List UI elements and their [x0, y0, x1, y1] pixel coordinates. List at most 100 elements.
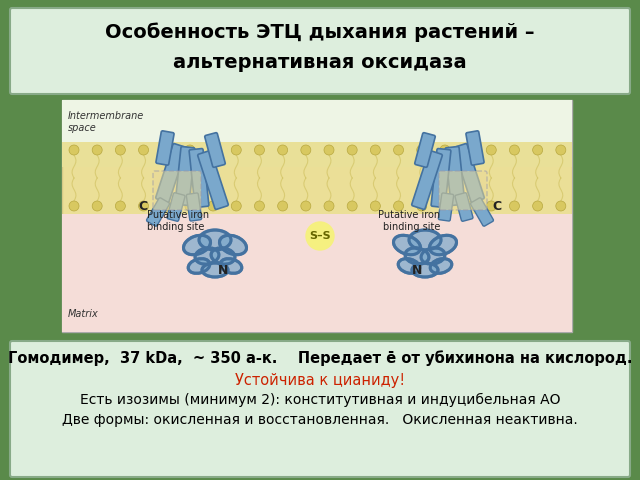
Ellipse shape	[220, 259, 242, 273]
Circle shape	[509, 201, 520, 211]
Text: C: C	[492, 200, 502, 213]
Circle shape	[463, 201, 473, 211]
Circle shape	[509, 145, 520, 155]
FancyBboxPatch shape	[412, 151, 442, 209]
Circle shape	[278, 145, 287, 155]
Text: Особенность ЭТЦ дыхания растений –: Особенность ЭТЦ дыхания растений –	[105, 22, 535, 42]
Ellipse shape	[202, 263, 228, 277]
Ellipse shape	[195, 248, 219, 264]
FancyBboxPatch shape	[438, 193, 454, 221]
FancyBboxPatch shape	[445, 146, 465, 205]
Ellipse shape	[398, 259, 420, 273]
Circle shape	[115, 201, 125, 211]
Circle shape	[301, 145, 311, 155]
Circle shape	[440, 145, 450, 155]
Circle shape	[532, 145, 543, 155]
FancyBboxPatch shape	[189, 149, 209, 207]
FancyBboxPatch shape	[147, 198, 170, 226]
Ellipse shape	[412, 263, 438, 277]
FancyBboxPatch shape	[156, 144, 186, 203]
Circle shape	[92, 201, 102, 211]
FancyBboxPatch shape	[205, 132, 225, 168]
Circle shape	[138, 201, 148, 211]
FancyBboxPatch shape	[415, 132, 435, 168]
Circle shape	[556, 145, 566, 155]
Circle shape	[185, 145, 195, 155]
Text: Есть изозимы (минимум 2): конститутивная и индуцибельная АО: Есть изозимы (минимум 2): конститутивная…	[80, 393, 560, 407]
Circle shape	[486, 201, 496, 211]
Text: Intermembrane
space: Intermembrane space	[68, 111, 144, 133]
Circle shape	[185, 201, 195, 211]
Ellipse shape	[430, 259, 452, 273]
Bar	[62, 214, 572, 332]
Bar	[62, 142, 572, 214]
Circle shape	[324, 201, 334, 211]
FancyBboxPatch shape	[466, 131, 484, 165]
Ellipse shape	[405, 248, 429, 264]
Text: Putative iron
binding site: Putative iron binding site	[378, 210, 440, 232]
Circle shape	[255, 201, 264, 211]
FancyBboxPatch shape	[198, 151, 228, 209]
FancyBboxPatch shape	[10, 8, 630, 94]
Circle shape	[69, 201, 79, 211]
Circle shape	[556, 201, 566, 211]
Text: Гомодимер,  37 kDa,  ~ 350 а-к.    Передает ē от убихинона на кислород.: Гомодимер, 37 kDa, ~ 350 а-к. Передает ē…	[8, 350, 632, 366]
Circle shape	[394, 145, 404, 155]
Bar	[62, 100, 572, 167]
Circle shape	[231, 201, 241, 211]
FancyBboxPatch shape	[153, 171, 201, 210]
Circle shape	[255, 145, 264, 155]
Circle shape	[301, 201, 311, 211]
Circle shape	[138, 145, 148, 155]
Ellipse shape	[409, 230, 441, 250]
Circle shape	[417, 201, 427, 211]
Ellipse shape	[199, 230, 231, 250]
Circle shape	[347, 201, 357, 211]
FancyBboxPatch shape	[175, 146, 195, 205]
Ellipse shape	[220, 235, 246, 255]
Circle shape	[417, 145, 427, 155]
FancyBboxPatch shape	[156, 131, 174, 165]
Text: N: N	[218, 264, 228, 276]
Text: N: N	[412, 264, 422, 276]
FancyBboxPatch shape	[186, 193, 202, 221]
Circle shape	[278, 201, 287, 211]
Circle shape	[306, 222, 334, 250]
Circle shape	[394, 201, 404, 211]
Circle shape	[371, 201, 380, 211]
Text: альтернативная оксидаза: альтернативная оксидаза	[173, 52, 467, 72]
Text: S–S: S–S	[309, 231, 331, 241]
Text: Две формы: окисленная и восстановленная.   Окисленная неактивна.: Две формы: окисленная и восстановленная.…	[62, 413, 578, 427]
Circle shape	[532, 201, 543, 211]
Ellipse shape	[188, 259, 210, 273]
Circle shape	[115, 145, 125, 155]
Text: Устойчива к цианиду!: Устойчива к цианиду!	[235, 372, 405, 387]
FancyBboxPatch shape	[10, 341, 630, 477]
FancyBboxPatch shape	[455, 192, 473, 221]
Circle shape	[162, 201, 172, 211]
Circle shape	[208, 145, 218, 155]
FancyBboxPatch shape	[439, 171, 487, 210]
Circle shape	[162, 145, 172, 155]
Ellipse shape	[421, 248, 445, 264]
Ellipse shape	[394, 235, 420, 255]
Text: Putative iron
binding site: Putative iron binding site	[147, 210, 209, 232]
Circle shape	[324, 145, 334, 155]
Circle shape	[347, 145, 357, 155]
Circle shape	[371, 145, 380, 155]
Circle shape	[208, 201, 218, 211]
Ellipse shape	[429, 235, 456, 255]
FancyBboxPatch shape	[167, 192, 185, 221]
Ellipse shape	[211, 248, 235, 264]
Circle shape	[463, 145, 473, 155]
Text: C: C	[138, 200, 148, 213]
Circle shape	[92, 145, 102, 155]
Text: Matrix: Matrix	[68, 309, 99, 319]
FancyBboxPatch shape	[470, 198, 493, 226]
Circle shape	[231, 145, 241, 155]
FancyBboxPatch shape	[431, 149, 451, 207]
Bar	[62, 100, 572, 332]
Circle shape	[486, 145, 496, 155]
Ellipse shape	[184, 235, 211, 255]
FancyBboxPatch shape	[454, 144, 484, 203]
